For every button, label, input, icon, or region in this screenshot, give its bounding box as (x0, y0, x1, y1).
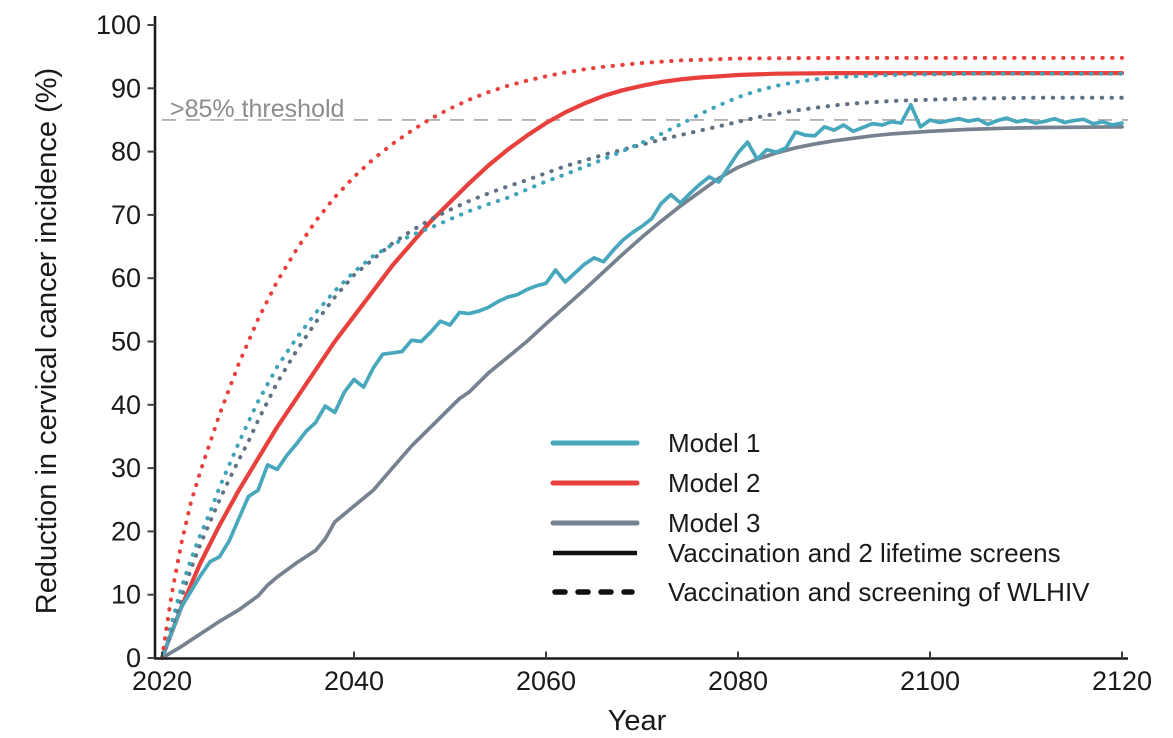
x-tick-label: 2040 (324, 666, 384, 696)
legend-row-model-3: Model 3 (550, 508, 761, 538)
series-model2-solid (159, 70, 1125, 661)
legend-row-strategy-solid: Vaccination and 2 lifetime screens (553, 538, 1061, 568)
x-axis-title: Year (608, 705, 667, 737)
x-tick-label: 2060 (516, 666, 576, 696)
series-model1-dotted (160, 71, 1124, 660)
threshold-label: >85% threshold (170, 95, 344, 123)
legend-label-strategy-solid: Vaccination and 2 lifetime screens (668, 538, 1061, 568)
legend-label-model-1: Model 1 (668, 428, 761, 458)
y-tick-label: 80 (111, 137, 141, 167)
y-tick-label: 90 (111, 73, 141, 103)
legend-label-strategy-dotted: Vaccination and screening of WLHIV (668, 577, 1090, 607)
y-tick-label: 20 (111, 516, 141, 546)
plot-series (159, 55, 1125, 661)
axes-layer: 0 10 20 30 40 50 60 70 80 90 100 2020 2040 2060 2080 21… (96, 10, 1152, 696)
legend-label-model-3: Model 3 (668, 508, 761, 538)
y-tick-label: 50 (111, 327, 141, 357)
series-model3-solid (160, 125, 1124, 660)
legend-row-model-1: Model 1 (550, 428, 761, 458)
x-tick-label: 2120 (1092, 666, 1152, 696)
x-tick-label: 2080 (708, 666, 768, 696)
x-tick-label: 2100 (900, 666, 960, 696)
y-tick-label: 70 (111, 200, 141, 230)
y-tick-label: 30 (111, 453, 141, 483)
y-tick-label: 40 (111, 390, 141, 420)
legend-row-strategy-dotted: Vaccination and screening of WLHIV (552, 577, 1090, 607)
y-axis-title: Reduction in cervical cancer incidence (… (31, 68, 63, 614)
y-tick-label: 100 (96, 10, 141, 40)
legend-row-model-2: Model 2 (550, 468, 761, 498)
x-tick-label: 2020 (132, 666, 192, 696)
series-model1-solid (160, 102, 1124, 660)
y-tick-label: 10 (111, 580, 141, 610)
y-tick-label: 60 (111, 263, 141, 293)
series-model3-dotted (160, 95, 1124, 660)
y-tick-label: 0 (126, 643, 141, 673)
legend: Model 1 Model 2 Model 3 Vaccination and … (550, 428, 1090, 607)
legend-label-model-2: Model 2 (668, 468, 761, 498)
